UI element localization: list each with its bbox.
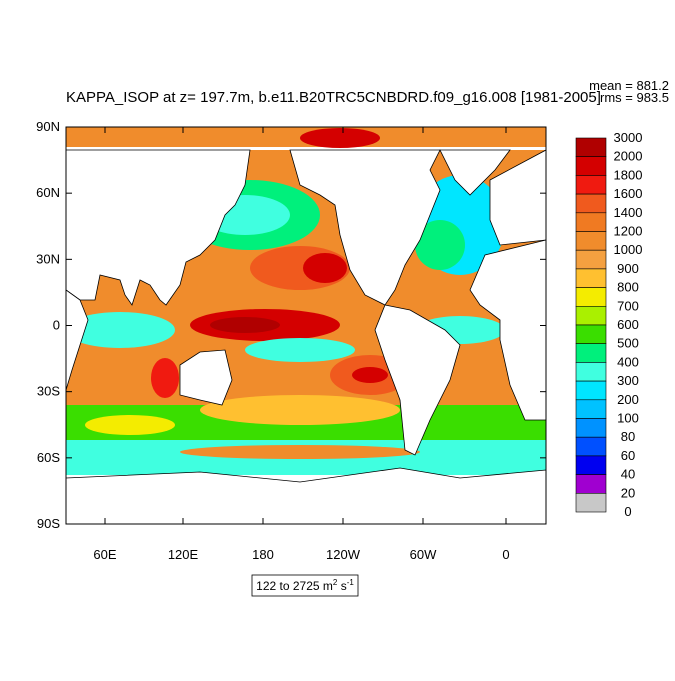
colorbar-label: 200 (617, 392, 639, 407)
colorbar-box (575, 193, 607, 214)
y-tick-label: 60S (37, 450, 60, 465)
y-tick-label: 90S (37, 516, 60, 531)
colorbar-label: 100 (617, 411, 639, 426)
colorbar-label: 800 (617, 280, 639, 295)
colorbar-label: 20 (621, 485, 635, 500)
axes: 90N 60N 30N 0 30S 60S 90S 60E 120E 180 120W 60W 0 (36, 119, 546, 562)
colorbar-box (575, 418, 607, 438)
x-tick-label: 60W (410, 547, 437, 562)
range-box (251, 574, 359, 597)
colorbar-box (575, 474, 607, 494)
y-tick-label: 30S (37, 384, 60, 399)
colorbar-label: 1200 (614, 224, 643, 239)
y-tick-label: 0 (53, 318, 60, 333)
colorbar-label: 500 (617, 336, 639, 351)
range-label: 122 to 2725 m2 s-1 (256, 578, 354, 593)
colorbar-box (575, 343, 607, 363)
colorbar-label: 80 (621, 429, 635, 444)
title: KAPPA_ISOP at z= 197.7m, b.e11.B20TRC5CN… (66, 89, 601, 106)
colorbar-label: 700 (617, 298, 639, 313)
colorbar-box (575, 287, 607, 307)
colorbar-label: 2000 (614, 149, 643, 164)
colorbar-box (575, 212, 607, 232)
x-tick-label: 0 (502, 547, 509, 562)
colorbar-label: 900 (617, 261, 639, 276)
range-mid: s (337, 579, 346, 593)
colorbar-box (575, 455, 607, 475)
colorbar-box (575, 362, 607, 382)
colorbar-label: 60 (621, 448, 635, 463)
colorbar-label: 1800 (614, 167, 643, 182)
x-tick-label: 60E (93, 547, 116, 562)
colorbar-box (575, 492, 607, 513)
colorbar-box (575, 175, 607, 195)
colorbar-label: 400 (617, 354, 639, 369)
colorbar-box (575, 156, 607, 176)
y-tick-label: 60N (36, 185, 60, 200)
colorbar-box (575, 399, 607, 419)
mean-label: mean = 881.2 (589, 78, 669, 93)
colorbar-box (575, 137, 607, 158)
colorbar-label: 3000 (614, 130, 643, 145)
y-tick-label: 30N (36, 251, 60, 266)
range-sup: 2 (333, 578, 338, 587)
range-text: 122 to 2725 m (256, 579, 333, 593)
range-sup: -1 (347, 578, 355, 587)
colorbar-label: 1600 (614, 186, 643, 201)
colorbar: 3000200018001600140012001000900800700600… (575, 130, 643, 519)
colorbar-box (575, 231, 607, 251)
x-tick-label: 120E (168, 547, 199, 562)
colorbar-label: 300 (617, 373, 639, 388)
map-field (66, 127, 546, 524)
x-tick-label: 180 (252, 547, 274, 562)
colorbar-box (575, 324, 607, 345)
colorbar-label: 1000 (614, 242, 643, 257)
colorbar-label: 1400 (614, 205, 643, 220)
colorbar-box (575, 249, 607, 270)
rms-label: rms = 983.5 (600, 90, 669, 105)
colorbar-box (575, 380, 607, 401)
colorbar-box (575, 305, 607, 326)
y-tick-label: 90N (36, 119, 60, 134)
colorbar-label: 600 (617, 317, 639, 332)
colorbar-box (575, 436, 607, 457)
colorbar-label: 40 (621, 467, 635, 482)
land (66, 149, 546, 524)
x-tick-label: 120W (326, 547, 361, 562)
colorbar-box (575, 268, 607, 288)
colorbar-label: 0 (624, 504, 631, 519)
